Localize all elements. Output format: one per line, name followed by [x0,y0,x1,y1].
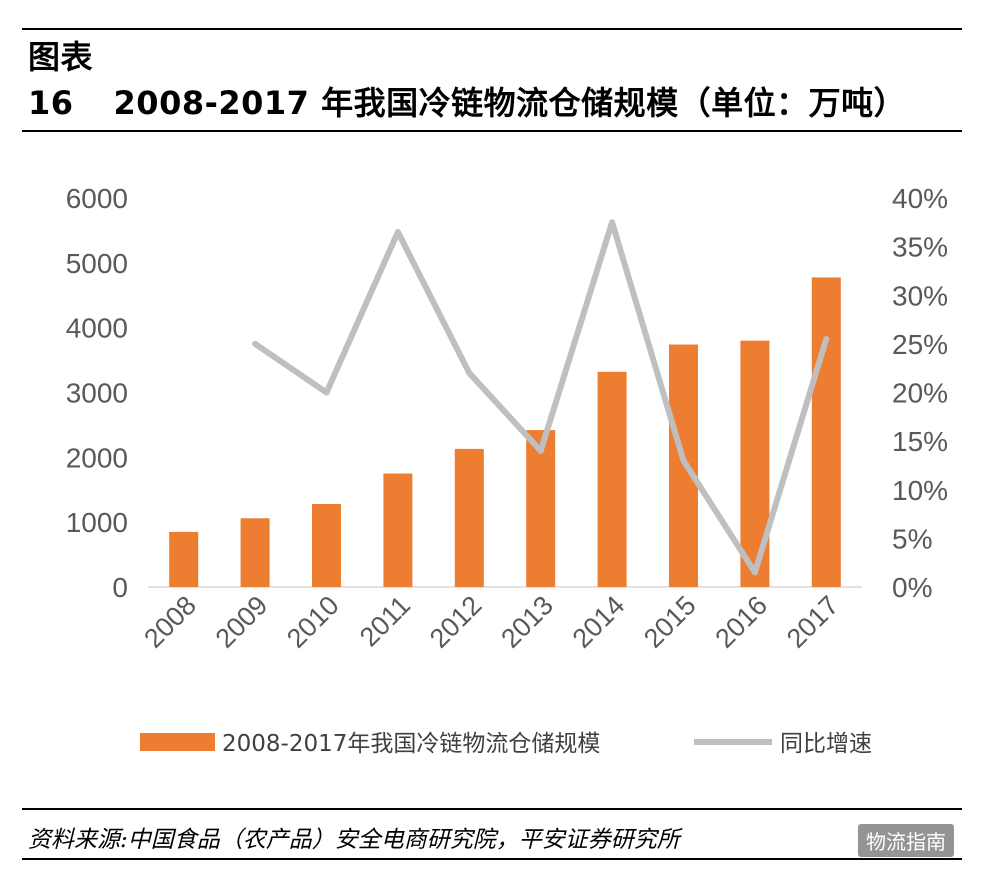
y-left-tick-label: 4000 [66,313,128,344]
bar-2017 [811,277,841,587]
legend-label-line: 同比增速 [780,731,872,757]
bar-2009 [240,518,270,587]
x-tick-label: 2009 [210,590,274,654]
bottom-rule [22,808,962,810]
footer-rule [22,858,962,860]
bar-series [169,277,841,587]
bar-2012 [454,448,484,587]
y-right-tick-label: 35% [892,232,948,263]
y-right-tick-label: 20% [892,378,948,409]
y-left-tick-label: 1000 [66,507,128,538]
x-tick-label: 2017 [781,590,845,654]
growth-point-2015 [680,457,687,464]
x-tick-label: 2011 [354,590,416,652]
growth-point-2014 [609,219,616,226]
y-right-tick-label: 25% [892,329,948,360]
y-right-tick-label: 40% [892,183,948,214]
bar-2008 [169,531,199,587]
x-tick-label: 2015 [638,590,702,654]
x-tick-label: 2012 [424,590,488,654]
y-axis-left: 0 1000 2000 3000 4000 5000 6000 [66,183,128,603]
bar-2010 [312,504,341,587]
top-rule [22,28,962,30]
y-right-tick-label: 30% [892,280,948,311]
chart-title: 图表16 2008-2017 年我国冷链物流仓储规模（单位：万吨） [28,34,958,126]
bar-2013 [526,430,556,587]
y-left-tick-label: 6000 [66,183,128,214]
bar-2016 [740,340,770,587]
growth-point-2013 [537,447,544,454]
y-left-tick-label: 3000 [66,378,128,409]
x-axis-labels: 2008 2009 2010 2011 2012 2013 2014 2015 2016 2017 [138,590,844,654]
x-tick-label: 2013 [495,590,559,654]
bar-2011 [383,473,413,587]
legend-label-bar: 2008-2017年我国冷链物流仓储规模 [222,731,600,757]
x-tick-label: 2014 [567,590,631,654]
source-note: 资料来源:中国食品（农产品）安全电商研究院，平安证券研究所 [28,827,680,853]
growth-point-2010 [323,389,330,396]
watermark: 物流指南 [858,824,954,857]
figure-title: 2008-2017 年我国冷链物流仓储规模（单位：万吨） [113,84,907,122]
x-tick-label: 2016 [709,590,773,654]
bar-2014 [597,371,627,587]
legend-swatch-bar [140,733,215,751]
title-rule [22,130,962,132]
y-right-tick-label: 10% [892,475,948,506]
y-left-tick-label: 0 [112,572,128,603]
legend: 2008-2017年我国冷链物流仓储规模 同比增速 [140,731,872,757]
y-left-tick-label: 2000 [66,442,128,473]
growth-point-2016 [751,569,758,576]
x-tick-label: 2010 [281,590,345,654]
x-tick-label: 2008 [138,590,202,654]
growth-point-2009 [252,340,259,347]
y-right-tick-label: 0% [892,572,932,603]
line-series [252,219,830,576]
chart: 0 1000 2000 3000 4000 5000 6000 0% 5% 10% 15% 20% 2… [66,183,948,757]
y-right-tick-label: 5% [892,523,932,554]
y-right-tick-label: 15% [892,426,948,457]
y-axis-right: 0% 5% 10% 15% 20% 25% 30% 35% 40% [892,183,948,603]
figure-label: 图表16 [28,38,94,122]
growth-point-2012 [466,370,473,377]
growth-point-2011 [394,229,401,236]
y-left-tick-label: 5000 [66,248,128,279]
growth-point-2017 [823,336,830,343]
